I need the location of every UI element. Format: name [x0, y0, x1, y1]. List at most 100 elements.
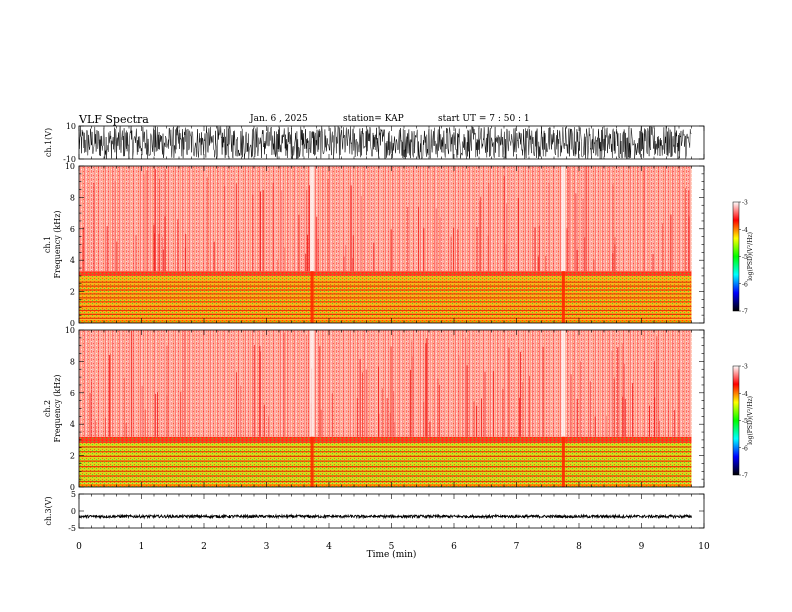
colorbar-ch2-tick-label: -6: [742, 445, 748, 452]
spectrogram-ch1-streak: [614, 237, 616, 272]
spectrogram-ch2-streak: [653, 361, 655, 437]
spectrogram-ch2-event-low: [310, 436, 314, 487]
spectrogram-ch1-streak: [643, 167, 645, 272]
spectrogram-ch2-streak: [157, 392, 158, 437]
x-axis-label: Time (min): [367, 549, 417, 560]
spectrogram-ch1-streak: [114, 181, 116, 272]
spectrogram-ch1-ylabel-frequency: Frequency (kHz): [53, 210, 62, 278]
waveform-ch1: 10 -10 ch.1(V): [44, 122, 705, 164]
spectrogram-ch2-event-low: [561, 436, 565, 487]
colorbar-ch2-label: log(PSD)(V²/Hz): [747, 396, 754, 445]
spectrogram-ch2-ylabel-frequency: Frequency (kHz): [53, 374, 62, 442]
spectrogram-ch1-streak: [284, 247, 286, 272]
spectrogram-ch2-ytick-label: 0: [70, 483, 75, 492]
spectrogram-ch1-speckle: [79, 166, 692, 272]
spectrogram-ch1-streak: [576, 249, 578, 272]
figure-title: VLF Spectra: [79, 113, 149, 126]
spectrogram-ch1-event: [310, 166, 315, 272]
spectrogram-ch2-ylabel-channel: ch.2: [43, 400, 52, 417]
spectrogram-ch1-streak: [185, 233, 187, 272]
spectrogram-ch1-streak: [457, 229, 459, 272]
spectrogram-ch1-streak: [206, 177, 208, 272]
spectrogram-ch1-streak: [93, 182, 95, 272]
spectrogram-ch1-streak: [517, 198, 519, 272]
spectrogram-ch2-streak: [508, 347, 510, 437]
spectrogram-ch1: 0 2 4 6 8 10 ch.1 Frequency (kHz): [43, 162, 705, 328]
x-tick-label: 3: [264, 542, 270, 552]
spectrogram-ch1-streak: [390, 229, 392, 272]
spectrogram-ch1-streak: [238, 230, 240, 272]
spectrogram-ch2-streak: [502, 388, 504, 437]
colorbar-ch1-gradient: [732, 201, 740, 312]
spectrogram-ch1-streak: [373, 242, 375, 272]
spectrogram-ch1-streak: [350, 185, 352, 272]
spectrogram-ch2-streak: [519, 351, 521, 437]
spectrogram-ch1-streak: [260, 191, 261, 272]
spectrogram-ch1-streak: [277, 259, 279, 272]
spectrogram-ch1-texture-low: [79, 271, 692, 323]
spectrogram-ch1-event-low: [561, 271, 565, 323]
spectrogram-ch2-streak: [492, 371, 494, 437]
colorbar-ch2-gradient: [732, 365, 740, 476]
x-tick-label: 1: [139, 542, 145, 552]
spectrogram-ch1-streak: [135, 235, 137, 272]
spectrogram-ch1-streak: [252, 194, 254, 272]
spectrogram-ch2-streak: [411, 340, 413, 437]
spectrogram-ch2-streak: [411, 356, 413, 437]
spectrogram-ch1-streak: [575, 193, 577, 272]
colorbar-ch1-tick-label: -4: [742, 227, 748, 234]
spectrogram-ch1-streak: [593, 259, 595, 272]
x-tick-label: 9: [639, 542, 645, 552]
spectrogram-ch2-streak: [236, 372, 237, 437]
spectrogram-ch2-streak: [131, 330, 133, 437]
spectrogram-ch2-event: [310, 330, 315, 437]
spectrogram-ch1-streak: [568, 167, 570, 272]
spectrogram-ch2-streak: [476, 405, 478, 437]
spectrogram-ch2-streak: [458, 355, 460, 437]
colorbar-ch2-tick-label: -7: [742, 473, 748, 480]
spectrogram-ch1-streak: [612, 184, 614, 272]
spectrogram-ch2-streak: [674, 410, 675, 437]
spectrogram-ch1-streak: [545, 255, 547, 272]
spectrogram-ch1-streak: [158, 233, 160, 272]
spectrogram-ch2-streak: [378, 366, 379, 437]
x-tick-label: 6: [451, 542, 457, 552]
colorbar-ch2-tick-label: -3: [742, 364, 748, 371]
spectrogram-ch2-streak: [365, 369, 367, 437]
spectrogram-ch1-streak: [162, 249, 164, 272]
spectrogram-ch1-streak: [488, 183, 490, 272]
spectrogram-ch1-streak: [453, 227, 455, 272]
spectrogram-ch1-streak: [184, 247, 186, 272]
spectrogram-ch1-streak: [352, 235, 354, 272]
colorbar-ch1-tick-label: -6: [742, 281, 748, 288]
spectrogram-ch1-streak: [82, 226, 84, 272]
spectrogram-ch2-streak: [283, 332, 285, 437]
spectrogram-ch1-streak: [345, 244, 347, 272]
spectrogram-ch2-streak: [589, 381, 591, 437]
spectrogram-ch1-streak: [506, 203, 507, 272]
spectrogram-ch2-streak: [320, 409, 322, 437]
spectrogram-ch1-streak: [262, 190, 264, 272]
spectrogram-ch1-streak: [652, 254, 654, 272]
spectrogram-ch2-streak: [519, 397, 520, 437]
spectrogram-ch2-streak: [426, 338, 428, 437]
spectrogram-ch2-streak: [155, 393, 157, 437]
spectrogram-ch2-streak: [259, 346, 261, 437]
spectrogram-ch2-streak: [623, 363, 625, 437]
spectrogram-ch2-streak: [605, 415, 607, 437]
spectrogram-ch1-streak: [548, 182, 550, 272]
spectrogram-ch1-streak: [308, 185, 310, 272]
spectrogram-ch2-streak: [166, 345, 168, 437]
spectrogram-ch2-ytick-label: 2: [70, 452, 75, 461]
colorbar-ch1-tick-label: -7: [742, 309, 748, 316]
spectrogram-ch2-streak: [95, 420, 97, 437]
spectrogram-ch2-streak: [613, 379, 615, 437]
spectrogram-ch2-streak: [389, 412, 391, 437]
spectrogram-ch1-streak: [534, 227, 536, 272]
spectrogram-ch1-streak: [435, 208, 437, 272]
spectrogram-ch2-streak: [423, 401, 425, 437]
spectrogram-ch2-streak: [621, 343, 623, 437]
colorbar-ch1-tick-label: -5: [742, 254, 748, 261]
spectrogram-ch2-ytick-label: 10: [65, 326, 75, 335]
colorbar-ch1-tick-label: -3: [742, 200, 748, 207]
